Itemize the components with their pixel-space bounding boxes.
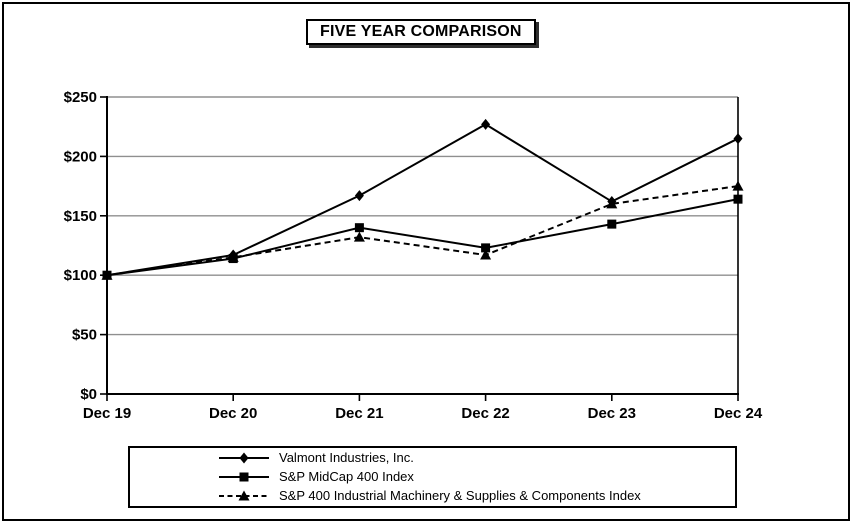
legend-diamond-line-icon: [219, 452, 269, 464]
legend-label-valmont: Valmont Industries, Inc.: [279, 450, 414, 465]
x-tick-label: Dec 20: [209, 405, 257, 422]
x-tick-label: Dec 23: [588, 405, 636, 422]
y-tick-label: $100: [64, 267, 97, 284]
legend-square-line-icon: [219, 472, 269, 482]
x-tick-label: Dec 22: [461, 405, 509, 422]
legend-item-midcap: S&P MidCap 400 Index: [218, 468, 735, 486]
y-tick-label: $200: [64, 148, 97, 165]
chart-title: FIVE YEAR COMPARISON: [306, 19, 536, 45]
legend: Valmont Industries, Inc. S&P MidCap 400 …: [128, 446, 737, 508]
x-tick-label: Dec 24: [714, 405, 763, 422]
y-tick-label: $250: [64, 89, 97, 106]
y-tick-label: $150: [64, 208, 97, 225]
legend-item-valmont: Valmont Industries, Inc.: [218, 449, 735, 467]
y-tick-label: $50: [72, 327, 97, 344]
legend-label-midcap: S&P MidCap 400 Index: [279, 469, 414, 484]
legend-label-machinery: S&P 400 Industrial Machinery & Supplies …: [279, 488, 641, 503]
x-tick-label: Dec 21: [335, 405, 383, 422]
legend-triangle-line-icon: [219, 490, 269, 501]
x-tick-label: Dec 19: [83, 405, 131, 422]
legend-item-machinery: S&P 400 Industrial Machinery & Supplies …: [218, 487, 735, 505]
y-tick-label: $0: [80, 386, 97, 403]
chart-title-text: FIVE YEAR COMPARISON: [320, 23, 522, 40]
